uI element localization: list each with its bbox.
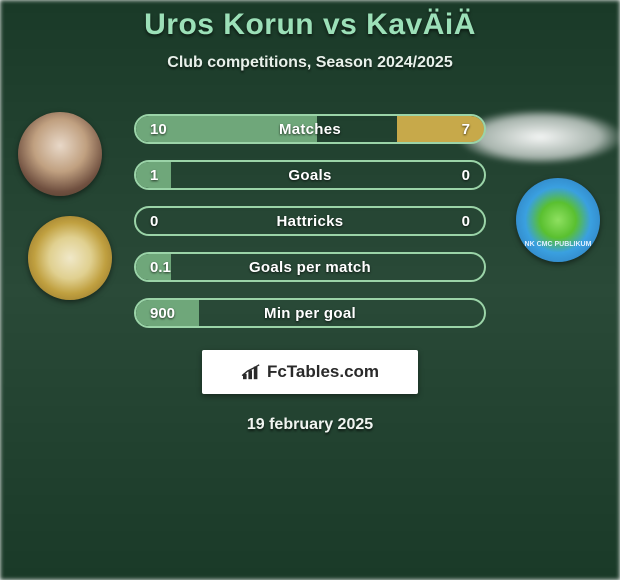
- stat-value-left: 0: [136, 213, 196, 230]
- club-badge-left: [28, 216, 112, 300]
- stat-row: 10Matches7: [134, 114, 486, 144]
- club-badge-right: NK CMC PUBLIKUM: [516, 178, 600, 262]
- stat-value-right: 7: [424, 121, 484, 138]
- stat-value-left: 1: [136, 167, 196, 184]
- stat-row: 1Goals0: [134, 160, 486, 190]
- page-title: Uros Korun vs KavÄiÄ: [144, 8, 476, 42]
- watermark-text: FcTables.com: [267, 362, 379, 382]
- player-avatar-left: [18, 112, 102, 196]
- subtitle: Club competitions, Season 2024/2025: [167, 54, 452, 72]
- stat-row: 0.1Goals per match: [134, 252, 486, 282]
- stat-value-right: 0: [424, 213, 484, 230]
- stat-value-left: 900: [136, 305, 196, 322]
- stat-label: Min per goal: [196, 305, 424, 322]
- bar-chart-icon: [241, 363, 263, 381]
- date-label: 19 february 2025: [247, 416, 373, 434]
- watermark: FcTables.com: [202, 350, 418, 394]
- stat-label: Goals per match: [196, 259, 424, 276]
- stat-label: Matches: [196, 121, 424, 138]
- stat-label: Goals: [196, 167, 424, 184]
- stats-list: 10Matches71Goals00Hattricks00.1Goals per…: [134, 114, 486, 328]
- stat-label: Hattricks: [196, 213, 424, 230]
- stat-row: 900Min per goal: [134, 298, 486, 328]
- stat-value-right: 0: [424, 167, 484, 184]
- stat-value-left: 0.1: [136, 259, 196, 276]
- stat-row: 0Hattricks0: [134, 206, 486, 236]
- stat-value-left: 10: [136, 121, 196, 138]
- infographic-container: Uros Korun vs KavÄiÄ Club competitions, …: [0, 0, 620, 580]
